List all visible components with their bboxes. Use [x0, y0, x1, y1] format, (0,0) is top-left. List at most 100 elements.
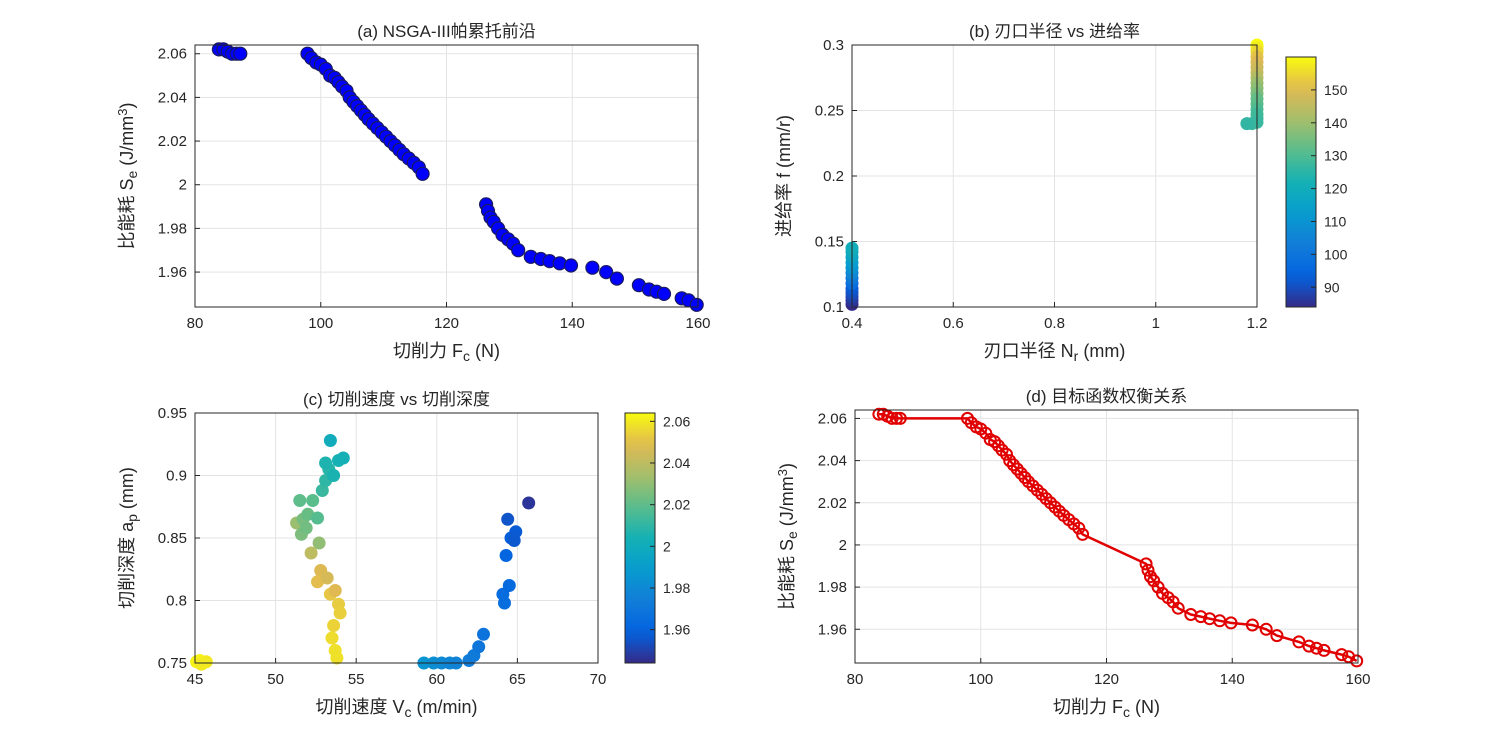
data-point — [477, 627, 490, 641]
x-tick-label: 120 — [1094, 671, 1119, 688]
y-tick-label: 2 — [179, 177, 187, 194]
data-point — [1076, 527, 1090, 541]
colorbar-tick-label: 150 — [1324, 82, 1348, 98]
data-point — [1171, 601, 1185, 615]
data-point — [1194, 610, 1208, 624]
data-point — [885, 411, 899, 425]
data-point — [306, 494, 320, 507]
data-point — [563, 258, 579, 273]
colorbar-tick-label: 2.06 — [663, 413, 690, 429]
data-point — [320, 571, 334, 585]
x-tick-label: 0.6 — [943, 315, 964, 332]
colorbar-tick-label: 90 — [1324, 279, 1340, 295]
data-point — [311, 511, 324, 525]
x-tick-label: 160 — [1345, 671, 1370, 688]
y-tick-label: 1.96 — [818, 621, 847, 638]
data-point — [1245, 618, 1259, 632]
data-point — [689, 297, 704, 312]
data-point — [325, 631, 339, 645]
data-point — [502, 579, 516, 592]
y-tick-label: 0.75 — [158, 655, 187, 672]
y-axis-label: 进给率 f (mm/r) — [774, 115, 794, 237]
y-tick-label: 2.04 — [818, 453, 847, 470]
x-tick-label: 120 — [434, 315, 459, 332]
colorbar-tick-label: 2 — [663, 538, 671, 554]
y-tick-label: 0.1 — [823, 299, 844, 316]
data-point — [1224, 616, 1238, 630]
y-tick-label: 0.25 — [815, 103, 844, 120]
data-point — [522, 496, 536, 510]
x-tick-label: 60 — [428, 671, 445, 688]
data-point — [1259, 622, 1273, 636]
x-tick-label: 140 — [560, 315, 585, 332]
subplot-b: 0.4 0.6 0.8 1 1.2 0.1 0.15 0.2 0.25 0.3 (b) 刃口半径 v… — [774, 22, 1348, 364]
data-point — [1350, 654, 1364, 668]
data-point — [893, 411, 907, 425]
data-point — [319, 456, 333, 470]
x-tick-label: 160 — [685, 315, 710, 332]
data-point — [1310, 641, 1323, 655]
data-point — [328, 584, 342, 597]
x-tick-label: 55 — [348, 671, 365, 688]
data-point — [312, 536, 326, 550]
data-point — [1335, 648, 1349, 662]
x-axis-label: 刃口半径 Nr (mm) — [984, 341, 1126, 364]
colorbar-tick-label: 100 — [1324, 246, 1348, 262]
data-point — [194, 657, 208, 671]
data-point — [599, 265, 614, 280]
data-point — [327, 619, 341, 632]
x-tick-label: 100 — [308, 315, 333, 332]
data-point — [327, 469, 341, 482]
y-tick-label: 1.98 — [818, 579, 847, 596]
chart-title: (a) NSGA-III帕累托前沿 — [357, 22, 536, 41]
colorbar-tick-label: 140 — [1324, 115, 1348, 131]
axes-box — [851, 44, 1258, 308]
subplot-a: 80 100 120 140 160 1.96 1.98 2 2.02 2.04 2.06 (a) N… — [115, 22, 710, 364]
y-tick-label: 1.96 — [158, 264, 187, 281]
data-point — [299, 521, 313, 535]
y-tick-label: 0.2 — [823, 168, 844, 185]
data-point — [890, 411, 903, 425]
y-tick-label: 0.95 — [158, 405, 187, 422]
data-point — [585, 260, 600, 275]
x-tick-label: 1.2 — [1247, 315, 1268, 332]
colorbar — [624, 412, 656, 664]
axes-box — [194, 44, 699, 308]
y-tick-label: 2.06 — [158, 46, 187, 63]
x-tick-label: 100 — [968, 671, 993, 688]
y-tick-label: 2.06 — [818, 410, 847, 427]
y-axis-label: 切削深度 ap (mm) — [117, 467, 140, 609]
data-point — [1270, 629, 1284, 643]
x-axis-label: 切削力 Fc (N) — [1053, 697, 1160, 720]
data-point — [499, 549, 513, 562]
y-tick-label: 0.9 — [166, 468, 187, 485]
data-point — [472, 640, 486, 654]
x-tick-label: 1 — [1152, 315, 1160, 332]
chart-title: (b) 刃口半径 vs 进给率 — [969, 22, 1140, 41]
y-tick-label: 1.98 — [158, 220, 187, 237]
chart-title: (c) 切削速度 vs 切削深度 — [303, 390, 490, 409]
data-point — [304, 546, 318, 560]
y-tick-label: 2 — [839, 537, 847, 554]
data-point — [1139, 557, 1153, 571]
y-tick-label: 0.15 — [815, 234, 844, 251]
data-point — [656, 286, 672, 301]
data-point — [1000, 447, 1013, 461]
x-tick-label: 80 — [847, 671, 864, 688]
data-point — [1317, 643, 1331, 657]
x-tick-label: 0.8 — [1044, 315, 1065, 332]
axes-box — [854, 409, 1359, 664]
colorbar-tick-label: 120 — [1324, 181, 1348, 197]
subplot-d: 80 100 120 140 160 1.96 1.98 2 2.02 2.04 2.06 (d) 目… — [775, 387, 1370, 720]
y-axis-label: 比能耗 Se (J/mm3) — [115, 102, 140, 249]
x-axis-label: 切削速度 Vc (m/min) — [315, 697, 477, 720]
data-point — [501, 512, 515, 526]
x-tick-label: 140 — [1220, 671, 1245, 688]
chart-title: (d) 目标函数权衡关系 — [1026, 387, 1188, 406]
data-point — [1240, 117, 1254, 131]
data-point — [323, 434, 337, 447]
y-tick-label: 0.8 — [166, 593, 187, 610]
x-tick-label: 0.4 — [842, 315, 863, 332]
y-tick-label: 0.3 — [823, 37, 844, 54]
